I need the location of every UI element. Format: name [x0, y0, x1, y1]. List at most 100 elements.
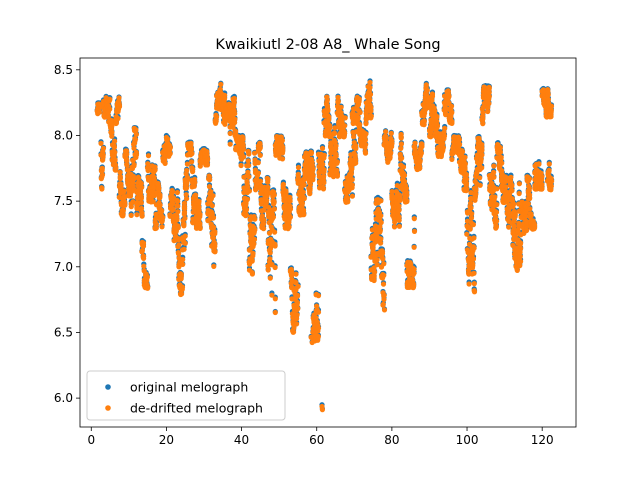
point-de-drifted [98, 140, 104, 146]
point-de-drifted [107, 106, 113, 112]
point-de-drifted [212, 249, 218, 255]
point-de-drifted [124, 158, 130, 164]
point-de-drifted [153, 221, 159, 227]
point-de-drifted [170, 189, 176, 195]
point-de-drifted [181, 246, 187, 252]
point-de-drifted [246, 162, 252, 169]
point-de-drifted [211, 263, 217, 269]
point-de-drifted [246, 188, 252, 194]
point-de-drifted [188, 145, 194, 152]
point-de-drifted [257, 178, 264, 184]
point-de-drifted [115, 115, 121, 122]
point-de-drifted [287, 206, 294, 212]
point-de-drifted [265, 176, 271, 182]
point-de-drifted [210, 214, 217, 221]
point-de-drifted [134, 212, 140, 218]
point-de-drifted [271, 206, 277, 212]
point-de-drifted [295, 164, 302, 171]
point-de-drifted [184, 167, 190, 174]
point-de-drifted [212, 241, 218, 247]
point-de-drifted [175, 209, 181, 215]
point-de-drifted [257, 142, 263, 148]
point-de-drifted [241, 154, 247, 160]
point-de-drifted [271, 200, 277, 206]
point-de-drifted [210, 235, 216, 241]
point-de-drifted [243, 206, 250, 213]
point-de-drifted [245, 158, 251, 164]
point-de-drifted [265, 267, 271, 273]
point-de-drifted [139, 213, 145, 219]
point-de-drifted [179, 284, 186, 290]
point-de-drifted [265, 184, 271, 190]
point-de-drifted [301, 182, 307, 188]
point-de-drifted [294, 300, 300, 306]
point-de-drifted [251, 241, 257, 247]
point-de-drifted [113, 165, 119, 171]
point-de-drifted [175, 203, 181, 209]
point-de-drifted [255, 160, 261, 166]
point-de-drifted [131, 162, 137, 168]
point-de-drifted [301, 195, 307, 202]
point-de-drifted [128, 212, 134, 218]
point-de-drifted [192, 180, 198, 186]
point-de-drifted [96, 109, 102, 115]
point-de-drifted [184, 196, 190, 202]
point-de-drifted [287, 214, 293, 220]
point-de-drifted [272, 264, 278, 271]
point-de-drifted [99, 165, 105, 171]
point-de-drifted [136, 175, 142, 181]
point-de-drifted [214, 114, 220, 120]
point-de-drifted [286, 224, 292, 230]
point-de-drifted [174, 189, 180, 196]
point-de-drifted [190, 166, 196, 172]
point-de-drifted [204, 162, 211, 168]
point-de-drifted [182, 206, 188, 212]
point-de-drifted [109, 133, 115, 139]
point-de-drifted [120, 208, 126, 214]
point-de-drifted [287, 197, 293, 203]
point-de-drifted [240, 146, 247, 152]
point-de-drifted [162, 160, 168, 166]
point-de-drifted [255, 170, 261, 176]
point-de-drifted [112, 138, 118, 144]
point-de-drifted [112, 157, 118, 163]
point-de-drifted [184, 180, 190, 186]
point-de-drifted [218, 81, 224, 87]
point-de-drifted [204, 156, 211, 163]
point-de-drifted [232, 111, 238, 117]
point-de-drifted [272, 243, 278, 249]
point-de-drifted [280, 181, 286, 187]
point-de-drifted [295, 306, 301, 312]
point-de-drifted [160, 214, 166, 220]
point-de-drifted [272, 309, 278, 316]
point-de-drifted [246, 174, 252, 180]
point-de-drifted [280, 144, 286, 150]
point-de-drifted [107, 96, 113, 102]
point-de-drifted [279, 137, 285, 143]
point-de-drifted [167, 151, 173, 157]
point-de-drifted [193, 192, 199, 198]
point-de-drifted [222, 121, 228, 127]
point-de-drifted [189, 150, 195, 156]
point-de-drifted [174, 198, 181, 204]
point-de-drifted [267, 275, 273, 281]
point-de-drifted [100, 152, 106, 158]
point-de-drifted [207, 177, 213, 183]
point-de-drifted [295, 283, 301, 289]
point-de-drifted [178, 271, 184, 277]
point-de-drifted [116, 101, 122, 107]
point-de-drifted [279, 156, 286, 162]
point-de-drifted [233, 128, 239, 134]
point-de-drifted [124, 162, 130, 168]
point-de-drifted [183, 185, 190, 191]
point-de-drifted [145, 153, 152, 159]
point-de-drifted [140, 243, 147, 249]
point-de-drifted [252, 227, 258, 233]
point-de-drifted [133, 131, 139, 137]
point-de-drifted [300, 189, 306, 195]
point-de-drifted [99, 172, 106, 178]
point-de-drifted [294, 312, 300, 318]
point-de-drifted [227, 141, 233, 147]
point-de-drifted [231, 100, 237, 106]
point-de-drifted [145, 284, 151, 290]
